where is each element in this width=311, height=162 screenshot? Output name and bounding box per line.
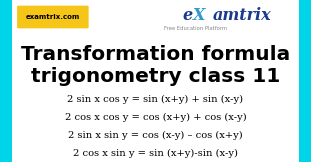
Text: examtrix.com: examtrix.com bbox=[26, 14, 80, 20]
Text: 2 cos x cos y = cos (x+y) + cos (x-y): 2 cos x cos y = cos (x+y) + cos (x-y) bbox=[65, 113, 246, 122]
Text: 2 sin x cos y = sin (x+y) + sin (x-y): 2 sin x cos y = sin (x+y) + sin (x-y) bbox=[67, 95, 244, 104]
Text: 2 sin x sin y = cos (x-y) – cos (x+y): 2 sin x sin y = cos (x-y) – cos (x+y) bbox=[68, 131, 243, 140]
Text: Free Education Platform: Free Education Platform bbox=[165, 26, 227, 31]
Text: 2 cos x sin y = sin (x+y)-sin (x-y): 2 cos x sin y = sin (x+y)-sin (x-y) bbox=[73, 149, 238, 158]
Text: X: X bbox=[193, 7, 205, 24]
Text: amtrix: amtrix bbox=[213, 7, 272, 24]
Text: Transformation formula: Transformation formula bbox=[21, 45, 290, 64]
Text: e: e bbox=[183, 7, 193, 24]
FancyBboxPatch shape bbox=[17, 6, 89, 28]
Text: trigonometry class 11: trigonometry class 11 bbox=[31, 67, 280, 87]
